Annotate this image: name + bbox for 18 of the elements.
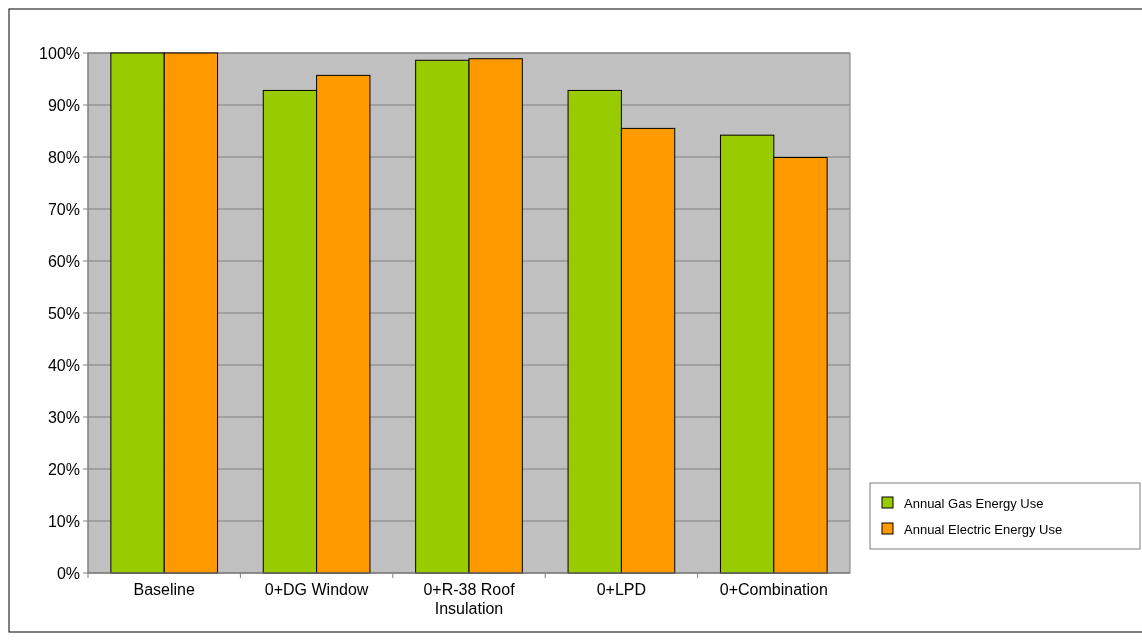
y-tick-label: 30% [47,408,80,426]
y-tick-label: 10% [47,512,80,530]
y-tick-label: 0% [56,564,80,582]
x-tick-label: 0+R-38 Roof Insulation [423,581,516,617]
legend-label: Annual Electric Energy Use [904,521,1063,537]
y-tick-label: 90% [47,96,80,114]
y-tick-label: 100% [39,44,80,62]
y-tick-label: 50% [47,304,80,322]
x-tick-label: 0+LPD [596,581,647,598]
y-tick-label: 60% [47,252,80,270]
y-tick-label: 70% [47,200,80,218]
legend-label: Annual Gas Energy Use [904,495,1044,511]
y-tick-label: 40% [47,356,80,374]
y-tick-label: 20% [47,460,80,478]
x-tick-label: 0+DG Window [264,581,369,598]
x-tick-label: Baseline [133,581,195,598]
x-tick-label: 0+Combination [719,581,828,598]
y-tick-label: 80% [47,148,80,166]
